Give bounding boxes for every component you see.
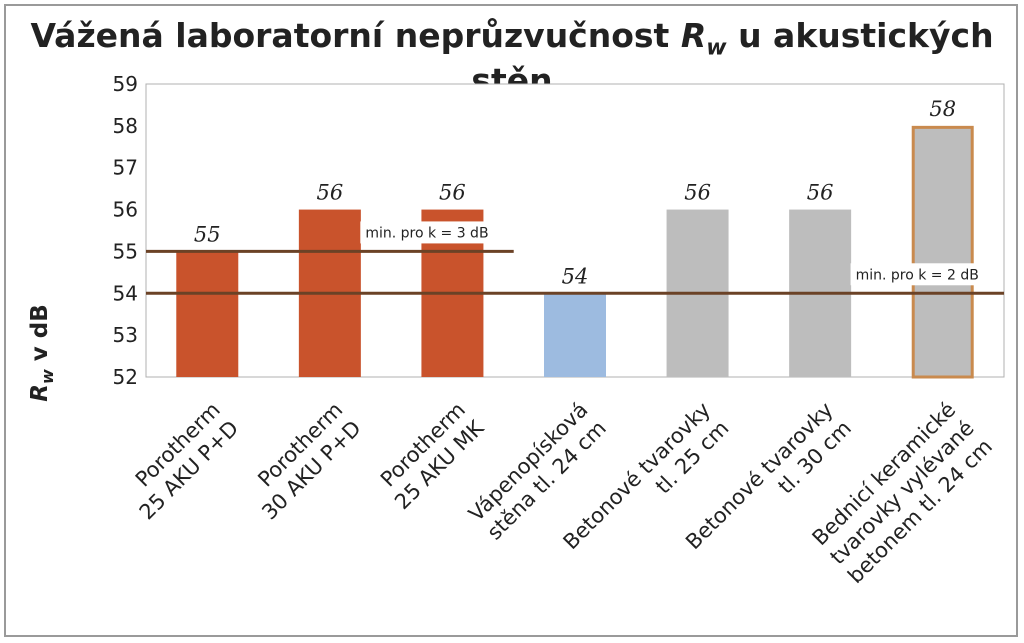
threshold-lines: min. pro k = 3 dB min. pro k = 2 dB <box>146 221 1004 295</box>
y-tick-label: 58 <box>113 114 138 138</box>
value-label: 54 <box>562 264 589 288</box>
threshold-label-bg <box>360 221 510 244</box>
category-label: Porotherm25 AKU MK <box>372 397 489 514</box>
bar <box>544 293 606 377</box>
y-axis-ticks: 52 53 54 55 56 57 58 59 <box>113 72 138 389</box>
value-label: 55 <box>194 222 221 246</box>
value-labels: 55 56 56 54 56 56 58 <box>194 97 956 288</box>
y-axis-label: Rw v dB <box>27 304 57 402</box>
y-axis-label-text: Rw v dB <box>27 304 57 402</box>
y-tick-label: 59 <box>113 72 138 96</box>
threshold-label: min. pro k = 3 dB <box>365 225 488 241</box>
value-label: 56 <box>439 181 466 205</box>
value-label: 58 <box>929 97 956 121</box>
category-label: Porotherm30 AKU P+D <box>239 398 366 525</box>
y-tick-label: 57 <box>113 156 138 180</box>
value-label: 56 <box>807 181 834 205</box>
bar <box>176 251 239 377</box>
y-tick-label: 52 <box>113 365 138 389</box>
value-label: 56 <box>684 181 711 205</box>
category-label: Porotherm25 AKU P+D <box>116 398 243 525</box>
chart-title: Vážená laboratorní neprůzvučnost Rw u ak… <box>30 16 994 100</box>
value-label: 56 <box>316 181 343 205</box>
y-tick-label: 54 <box>113 281 138 305</box>
bar <box>911 125 974 379</box>
y-tick-label: 55 <box>113 239 138 263</box>
y-tick-label: 56 <box>113 198 138 222</box>
category-labels: Porotherm25 AKU P+D Porotherm30 AKU P+D Po… <box>116 397 997 589</box>
y-tick-label: 53 <box>113 323 138 347</box>
threshold-label: min. pro k = 2 dB <box>856 267 979 283</box>
threshold-label-bg <box>850 263 1000 286</box>
